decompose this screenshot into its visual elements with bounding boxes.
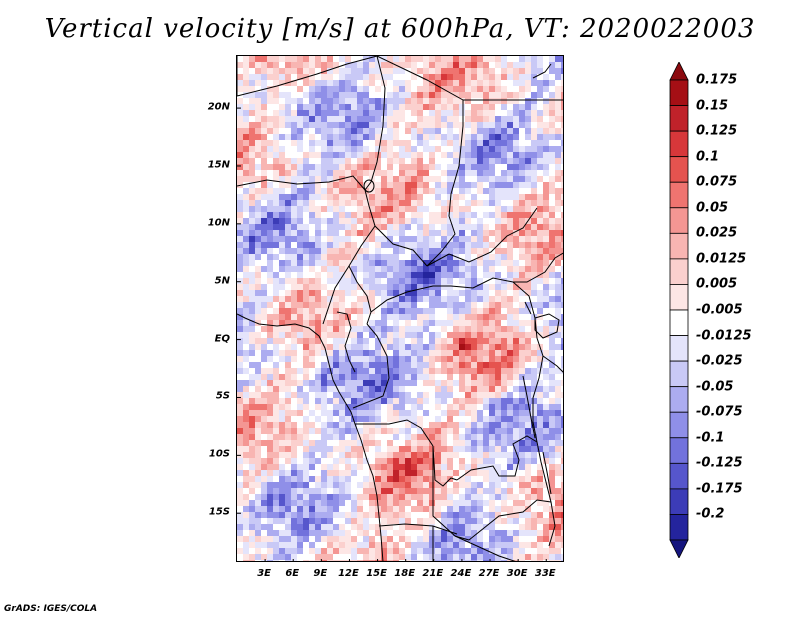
grads-credit: GrADS: IGES/COLA (4, 604, 98, 614)
border-tanzania-kenya (542, 355, 563, 373)
colorbar-level-label: 0.0125 (696, 251, 747, 267)
border-drc-tanzania (532, 355, 544, 443)
colorbar-level-label: -0.125 (696, 455, 743, 471)
lon-tick-label: 3E (257, 568, 272, 579)
colorbar-swatch (669, 488, 689, 515)
colorbar-swatch (669, 79, 689, 106)
border-niger-chad (364, 56, 386, 191)
country-borders (237, 56, 563, 561)
colorbar-swatch (669, 232, 689, 260)
border-zambia-mozambique (468, 499, 552, 541)
border-chad-sudan (426, 125, 464, 267)
colorbar-level-label: 0.125 (696, 123, 738, 139)
border-nigeria-cameroon (322, 189, 376, 325)
border-car-cameroon (348, 265, 372, 325)
lake-chad (363, 179, 375, 193)
lake-albert (524, 301, 532, 315)
border-drc-angola (432, 445, 458, 487)
border-car-drc (370, 277, 514, 313)
lon-tick-label: 15E (366, 568, 387, 579)
lake-victoria (534, 313, 560, 339)
lat-tick-label: EQ (214, 333, 230, 345)
border-angola-namibia (378, 523, 458, 535)
colorbar-swatch (669, 156, 689, 183)
lon-tick-label: 18E (394, 568, 416, 579)
border-chad-car (374, 225, 428, 267)
lon-tick-label: 30E (506, 568, 528, 579)
lat-tick-label: 10N (207, 217, 230, 229)
lon-tick-label: 33E (534, 568, 556, 579)
colorbar-swatch (669, 207, 689, 234)
border-gabon-congo (336, 311, 356, 373)
colorbar-bottom-arrow (669, 539, 689, 558)
lat-tick-label: 10S (208, 448, 230, 460)
lat-tick-label: 20N (207, 101, 230, 113)
lon-tick-label: 9E (313, 568, 328, 579)
colorbar-swatch (669, 130, 689, 158)
lon-tick-label: 24E (450, 568, 472, 579)
border-sudan-south-sudan (426, 207, 538, 267)
colorbar-level-label: -0.005 (696, 302, 743, 318)
colorbar-level-label: -0.075 (696, 404, 743, 420)
border-drc-angola-north (355, 419, 434, 447)
colorbar-swatch (669, 411, 689, 439)
lat-tick-label: 5S (215, 390, 230, 402)
coastline-red-sea (532, 63, 552, 79)
colorbar-level-label: 0.05 (696, 200, 729, 216)
colorbar-swatch (669, 462, 689, 490)
colorbar-top-arrow (669, 62, 689, 81)
colorbar-swatch (669, 335, 689, 362)
colorbar-level-label: 0.005 (696, 276, 738, 292)
border-libya-chad (376, 56, 464, 126)
colorbar-level-label: -0.1 (696, 430, 725, 446)
colorbar-level-label: 0.075 (696, 174, 738, 190)
colorbar (669, 62, 689, 558)
colorbar-swatch (669, 309, 689, 336)
lake-tanganyika (522, 375, 536, 439)
lat-tick-label: 15N (207, 159, 230, 171)
colorbar-swatch (669, 514, 689, 541)
map-title: Vertical velocity [m/s] at 600hPa, VT: 2… (44, 14, 756, 44)
colorbar-level-label: 0.1 (696, 149, 720, 165)
lon-tick-label: 21E (422, 568, 444, 579)
border-south-sudan-ethiopia (513, 252, 563, 283)
colorbar-swatch (669, 284, 689, 311)
colorbar-level-label: -0.0125 (696, 328, 752, 344)
colorbar-swatch (669, 258, 689, 285)
border-zambia-zimbabwe (454, 535, 516, 561)
colorbar-level-label: 0.025 (696, 225, 738, 241)
vertical-velocity-field (237, 56, 563, 561)
colorbar-level-label: -0.175 (696, 481, 743, 497)
border-drc-zambia (456, 435, 538, 481)
colorbar-level-label: -0.2 (696, 506, 725, 522)
colorbar-level-label: -0.025 (696, 353, 743, 369)
lat-tick-label: 15S (208, 506, 230, 518)
colorbar-swatch (669, 386, 689, 413)
colorbar-swatch (669, 181, 689, 209)
border-malawi (536, 441, 556, 547)
border-niger-nigeria (237, 175, 366, 191)
border-angola-zambia (432, 446, 470, 541)
lon-tick-label: 12E (338, 568, 359, 579)
border-congo-drc (352, 323, 390, 409)
shaded-field (237, 56, 563, 561)
border-niger-algeria (237, 56, 378, 97)
lon-tick-label: 6E (285, 568, 300, 579)
lon-tick-label: 27E (478, 568, 500, 579)
colorbar-swatch (669, 105, 689, 132)
colorbar-level-label: -0.05 (696, 379, 734, 395)
colorbar-swatch (669, 437, 689, 464)
map-panel (236, 55, 564, 562)
lake-malawi (542, 451, 552, 495)
lat-tick-label: 5N (214, 275, 230, 287)
colorbar-level-label: 0.175 (696, 72, 738, 88)
coastline-west (237, 313, 384, 561)
colorbar-level-label: 0.15 (696, 98, 729, 114)
colorbar-swatch (669, 360, 689, 388)
